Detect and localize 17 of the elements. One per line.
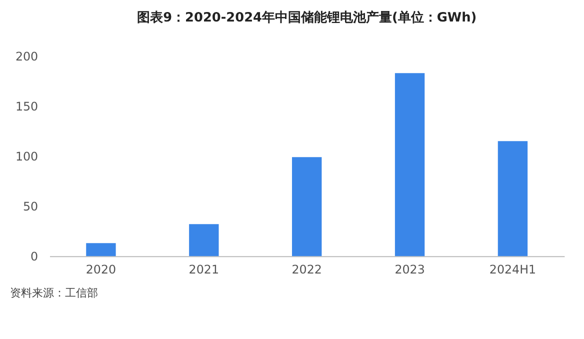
bar: [292, 157, 322, 256]
chart-title: 图表9：2020-2024年中国储能锂电池产量(单位：GWh): [137, 10, 477, 26]
y-tick-label: 0: [30, 250, 38, 264]
bar: [86, 243, 116, 256]
x-tick-label: 2023: [394, 262, 425, 276]
bar: [394, 73, 425, 256]
y-tick-label: 50: [23, 200, 38, 214]
x-tick-label: 2024H1: [489, 262, 536, 276]
bar: [498, 141, 528, 256]
x-tick-label: 2021: [188, 262, 219, 276]
x-tick-label: 2020: [86, 262, 116, 276]
y-tick-label: 200: [15, 50, 38, 64]
y-tick-label: 100: [15, 150, 38, 164]
x-tick-label: 2022: [292, 262, 322, 276]
bar: [189, 224, 219, 256]
text: 资料来源：工信部: [10, 286, 98, 300]
y-tick-label: 150: [15, 100, 38, 114]
